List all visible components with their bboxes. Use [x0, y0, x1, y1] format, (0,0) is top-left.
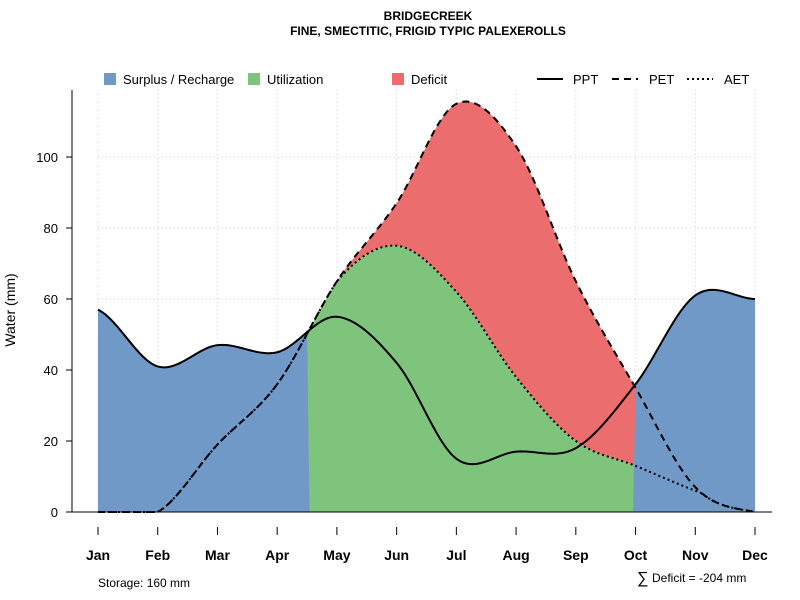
x-tick-label: Apr — [265, 547, 290, 563]
chart-title: BRIDGECREEK — [384, 9, 473, 23]
legend-label-aet: AET — [724, 72, 749, 87]
plot-area: 0 20 40 60 80 100 Jan Feb Mar Apr May Jun Jul Aug Sep O… — [36, 90, 772, 563]
legend-label-pet: PET — [649, 72, 674, 87]
x-tick-label: May — [323, 547, 350, 563]
utilization-area — [98, 245, 755, 513]
deficit-area — [98, 101, 755, 512]
x-tick-label: Feb — [145, 547, 170, 563]
legend: Surplus / Recharge Utilization Deficit P… — [104, 72, 749, 87]
x-tick-label: Jun — [384, 547, 409, 563]
x-tick-label: Sep — [563, 547, 589, 563]
aet-line — [98, 244, 756, 513]
legend-label-surplus: Surplus / Recharge — [123, 72, 234, 87]
sum-symbol: ∑ — [637, 570, 648, 587]
y-tick-label: 20 — [44, 434, 58, 449]
legend-label-ppt: PPT — [573, 72, 598, 87]
legend-label-utilization: Utilization — [267, 72, 323, 87]
y-axis-label: Water (mm) — [2, 273, 18, 346]
x-tick-label: Nov — [682, 547, 709, 563]
x-tick-label: Aug — [502, 547, 529, 563]
deficit-annotation: Deficit = -204 mm — [652, 571, 746, 585]
y-tick-label: 80 — [44, 221, 58, 236]
x-tick-label: Jan — [86, 547, 110, 563]
x-tick-label: Mar — [205, 547, 230, 563]
y-tick-label: 60 — [44, 292, 58, 307]
legend-swatch-utilization — [248, 73, 260, 85]
y-tick-label: 100 — [36, 150, 58, 165]
legend-swatch-deficit — [392, 73, 404, 85]
legend-label-deficit: Deficit — [411, 72, 448, 87]
x-tick-label: Jul — [446, 547, 466, 563]
pet-line — [98, 100, 756, 513]
x-tick-label: Oct — [624, 547, 648, 563]
legend-swatch-surplus — [104, 73, 116, 85]
y-tick-label: 40 — [44, 363, 58, 378]
chart-subtitle: FINE, SMECTITIC, FRIGID TYPIC PALEXEROLL… — [290, 24, 566, 38]
y-tick-label: 0 — [51, 505, 58, 520]
ppt-line — [97, 288, 756, 466]
surplus-base-area — [98, 333, 755, 512]
x-tick-label: Dec — [742, 547, 768, 563]
recharge-area — [98, 289, 755, 512]
storage-annotation: Storage: 160 mm — [98, 576, 190, 590]
